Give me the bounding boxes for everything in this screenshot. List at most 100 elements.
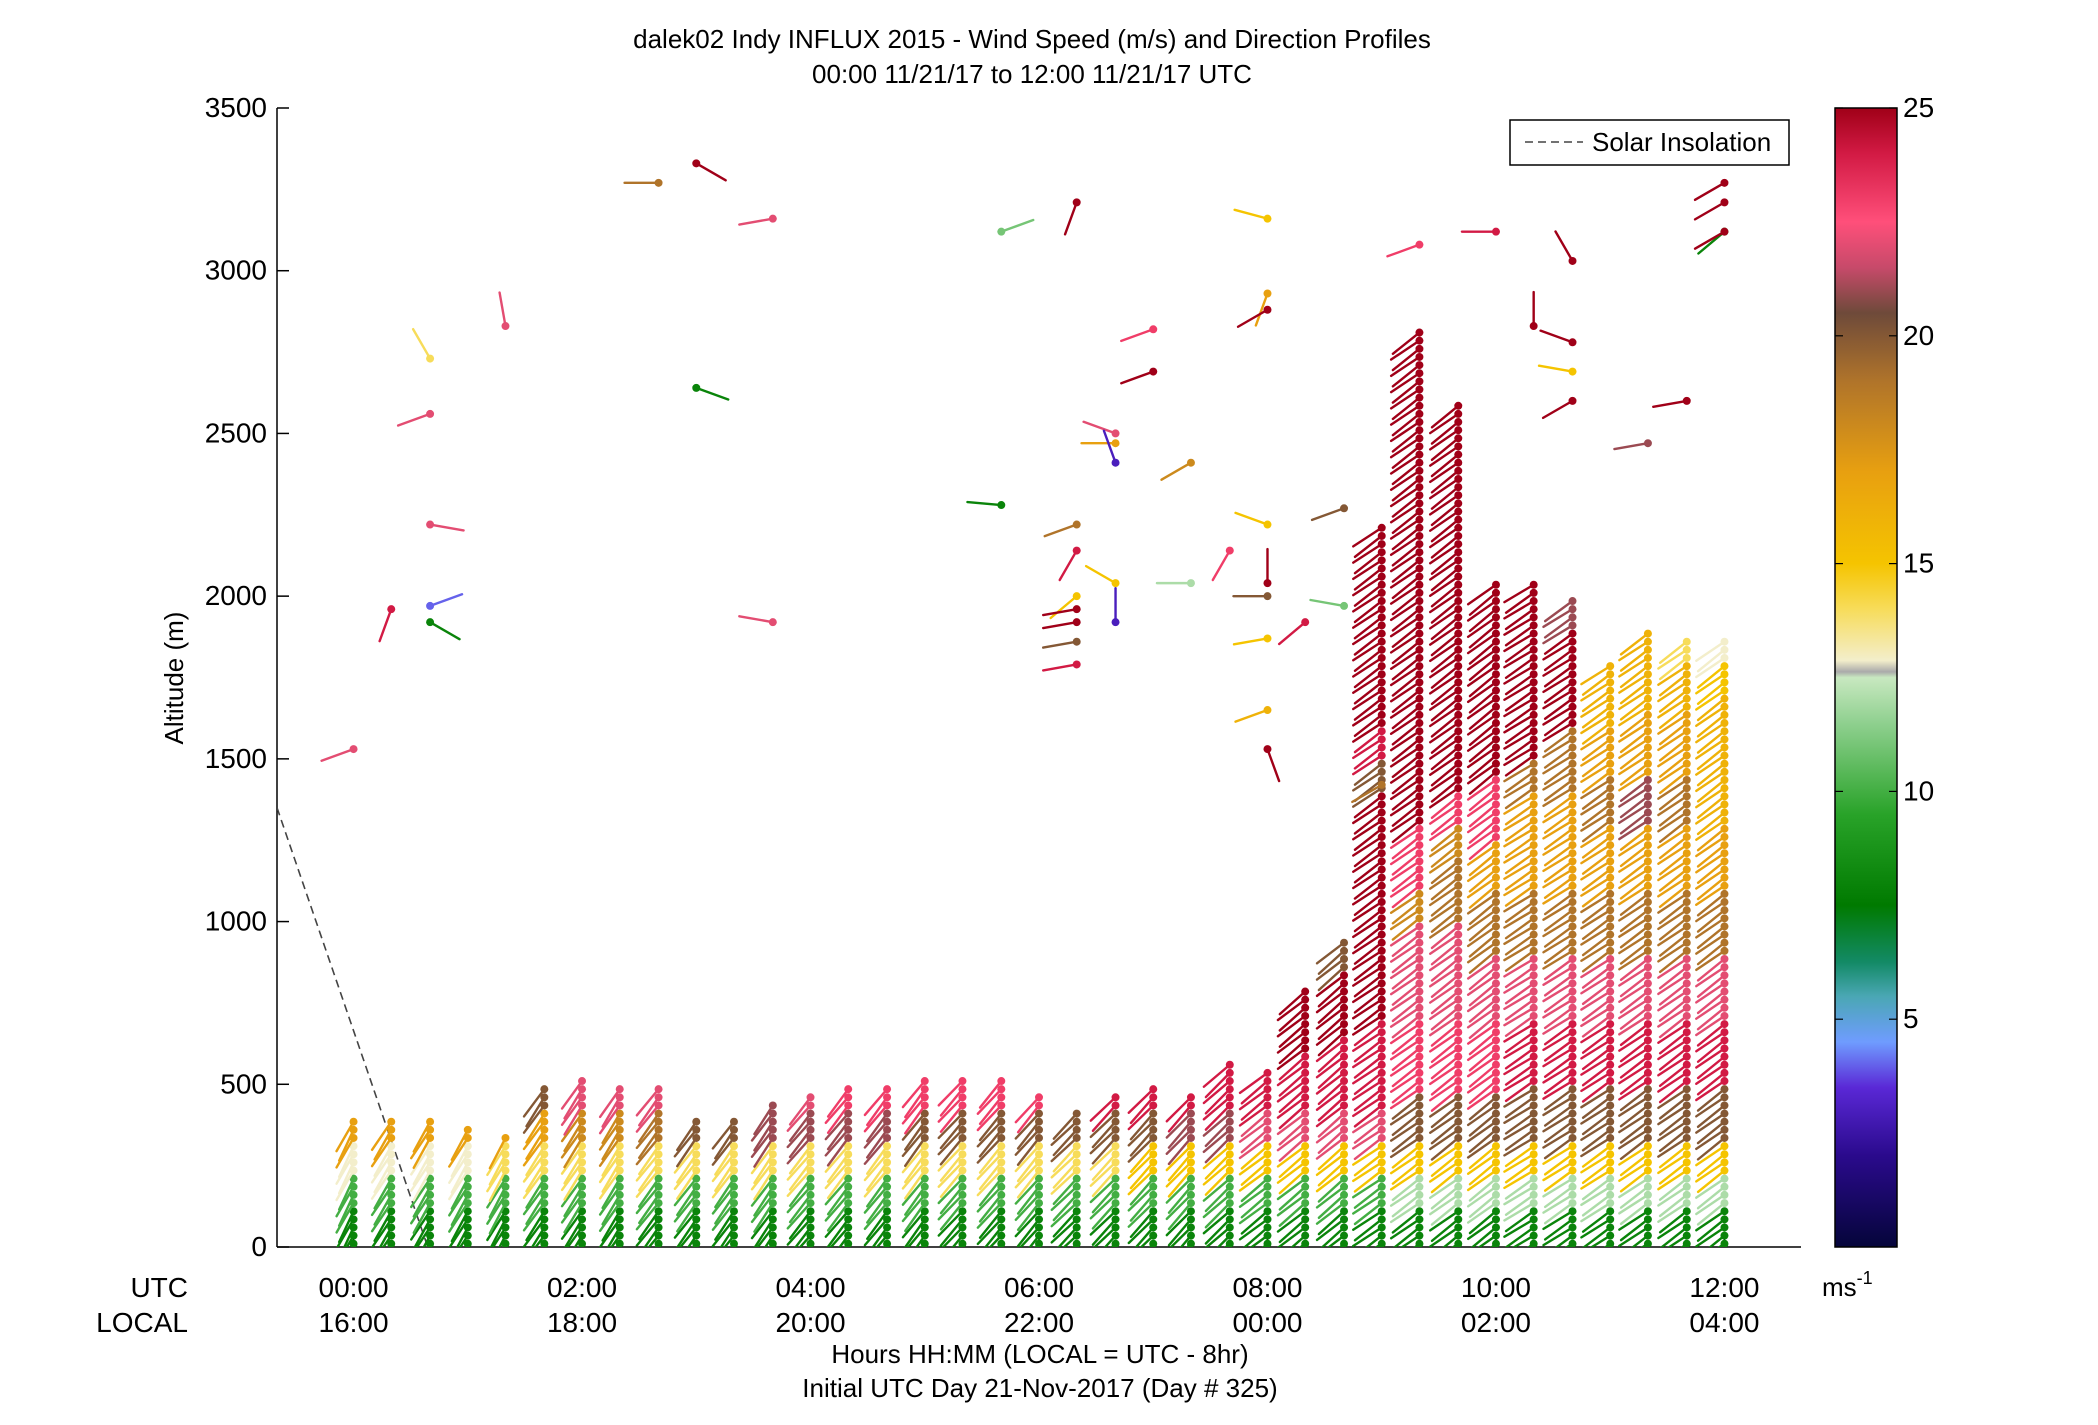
wind-barb bbox=[1619, 648, 1650, 672]
wind-barb bbox=[976, 1104, 1003, 1132]
wind-barb bbox=[1657, 925, 1688, 947]
wind-barb bbox=[1352, 1193, 1383, 1215]
wind-barb-dot bbox=[1682, 824, 1691, 833]
wind-barb bbox=[1657, 1153, 1688, 1175]
wind-barb bbox=[412, 1185, 432, 1218]
wind-barb bbox=[786, 1104, 812, 1132]
wind-barb-dot bbox=[1454, 409, 1463, 418]
wind-barb bbox=[1542, 998, 1574, 1019]
wind-barb bbox=[1391, 933, 1421, 958]
wind-barb-dot bbox=[1606, 751, 1615, 760]
wind-barb-dot bbox=[1454, 857, 1463, 866]
wind-barb-dot bbox=[540, 1166, 549, 1175]
wind-barb-dot bbox=[654, 1150, 663, 1159]
wind-barb bbox=[676, 1153, 698, 1184]
wind-barb-dot bbox=[1377, 914, 1386, 923]
wind-barb-dot bbox=[1643, 1077, 1652, 1086]
wind-barb bbox=[1129, 1210, 1155, 1239]
wind-barb-dot bbox=[1568, 1109, 1577, 1118]
wind-barb bbox=[320, 747, 355, 762]
wind-barb bbox=[1466, 974, 1498, 996]
wind-barb-dot bbox=[1415, 686, 1424, 695]
wind-barb bbox=[1542, 900, 1574, 921]
wind-barb-dot bbox=[1186, 1158, 1195, 1167]
wind-barb bbox=[1657, 1185, 1688, 1207]
wind-barb bbox=[1127, 1185, 1155, 1212]
wind-barb-dot bbox=[1568, 938, 1577, 947]
wind-barb bbox=[1389, 551, 1421, 573]
wind-barb-dot bbox=[1415, 531, 1424, 540]
wind-barb bbox=[1580, 811, 1612, 832]
wind-barb bbox=[1466, 1218, 1498, 1241]
wind-barb-dot bbox=[1606, 662, 1615, 671]
wind-barb bbox=[794, 1226, 812, 1247]
wind-barb-dot bbox=[1643, 662, 1652, 671]
wind-barb bbox=[1266, 747, 1281, 783]
wind-barb bbox=[1400, 1234, 1421, 1247]
wind-barb bbox=[598, 1169, 621, 1200]
wind-barb-dot bbox=[1301, 1068, 1310, 1077]
wind-barb-dot bbox=[1340, 1174, 1349, 1183]
wind-barb bbox=[1276, 1047, 1307, 1071]
wind-barb bbox=[824, 1112, 850, 1141]
wind-barb bbox=[1695, 1079, 1726, 1102]
wind-barb-dot bbox=[1606, 1011, 1615, 1020]
wind-barb-dot bbox=[1643, 954, 1652, 963]
wind-barb bbox=[525, 1128, 546, 1160]
wind-barb bbox=[1466, 827, 1498, 850]
wind-barb-dot bbox=[1111, 1150, 1120, 1159]
wind-barb bbox=[1543, 746, 1574, 769]
wind-barb bbox=[1580, 1087, 1612, 1109]
wind-barb bbox=[1466, 1153, 1498, 1175]
wind-barb-dot bbox=[1606, 1166, 1615, 1175]
wind-barb bbox=[410, 1177, 432, 1209]
wind-barb bbox=[1618, 1144, 1650, 1166]
wind-barb-dot bbox=[1111, 429, 1120, 438]
wind-barb-dot bbox=[1491, 881, 1500, 890]
wind-barb bbox=[1391, 819, 1421, 844]
wind-barb-dot bbox=[1682, 1239, 1691, 1247]
wind-barb bbox=[676, 1201, 698, 1233]
wind-barb bbox=[1543, 729, 1574, 753]
wind-barb-dot bbox=[1035, 1215, 1043, 1224]
wind-barb-dot bbox=[1491, 1199, 1500, 1208]
wind-barb bbox=[1389, 795, 1421, 817]
wind-barb bbox=[1202, 1210, 1231, 1235]
wind-barb bbox=[904, 1169, 926, 1200]
wind-barb bbox=[1542, 1177, 1574, 1198]
wind-barb bbox=[1658, 1161, 1688, 1185]
wind-barb bbox=[1389, 648, 1421, 670]
wind-barb-dot bbox=[844, 1133, 853, 1142]
wind-barb bbox=[901, 1177, 926, 1206]
wind-barb bbox=[1016, 1104, 1041, 1134]
wind-barb bbox=[1430, 762, 1460, 787]
wind-barb-dot bbox=[1568, 653, 1577, 662]
wind-barb bbox=[673, 1210, 698, 1239]
wind-barb-dot bbox=[1186, 1142, 1195, 1151]
wind-barb-dot bbox=[1682, 1150, 1691, 1159]
wind-barb bbox=[1389, 1104, 1421, 1126]
wind-barb bbox=[1466, 664, 1498, 687]
wind-barb-dot bbox=[1225, 1142, 1234, 1151]
wind-barb-dot bbox=[1377, 922, 1386, 931]
wind-barb-dot bbox=[1491, 979, 1500, 988]
wind-barb bbox=[1658, 900, 1688, 925]
wind-barb bbox=[1619, 974, 1650, 998]
wind-barb-dot bbox=[1454, 1109, 1463, 1118]
wind-barb-dot bbox=[1377, 841, 1386, 850]
wind-barb-dot bbox=[1301, 1101, 1310, 1110]
wind-barb-dot bbox=[1643, 1174, 1652, 1183]
wind-barb-dot bbox=[1415, 344, 1424, 353]
wind-barb-dot bbox=[1301, 1077, 1310, 1086]
wind-barb-dot bbox=[997, 1174, 1006, 1183]
wind-barb bbox=[1019, 1226, 1041, 1247]
wind-barb bbox=[1428, 445, 1460, 467]
wind-barb-dot bbox=[1415, 727, 1424, 736]
wind-barb-dot bbox=[1111, 1223, 1120, 1232]
wind-barb-dot bbox=[1720, 914, 1729, 923]
wind-barb-dot bbox=[349, 1239, 358, 1247]
wind-barb bbox=[1236, 308, 1269, 328]
wind-barb-dot bbox=[1415, 881, 1424, 890]
wind-barb bbox=[1389, 437, 1421, 459]
wind-barb-dot bbox=[729, 1215, 738, 1224]
